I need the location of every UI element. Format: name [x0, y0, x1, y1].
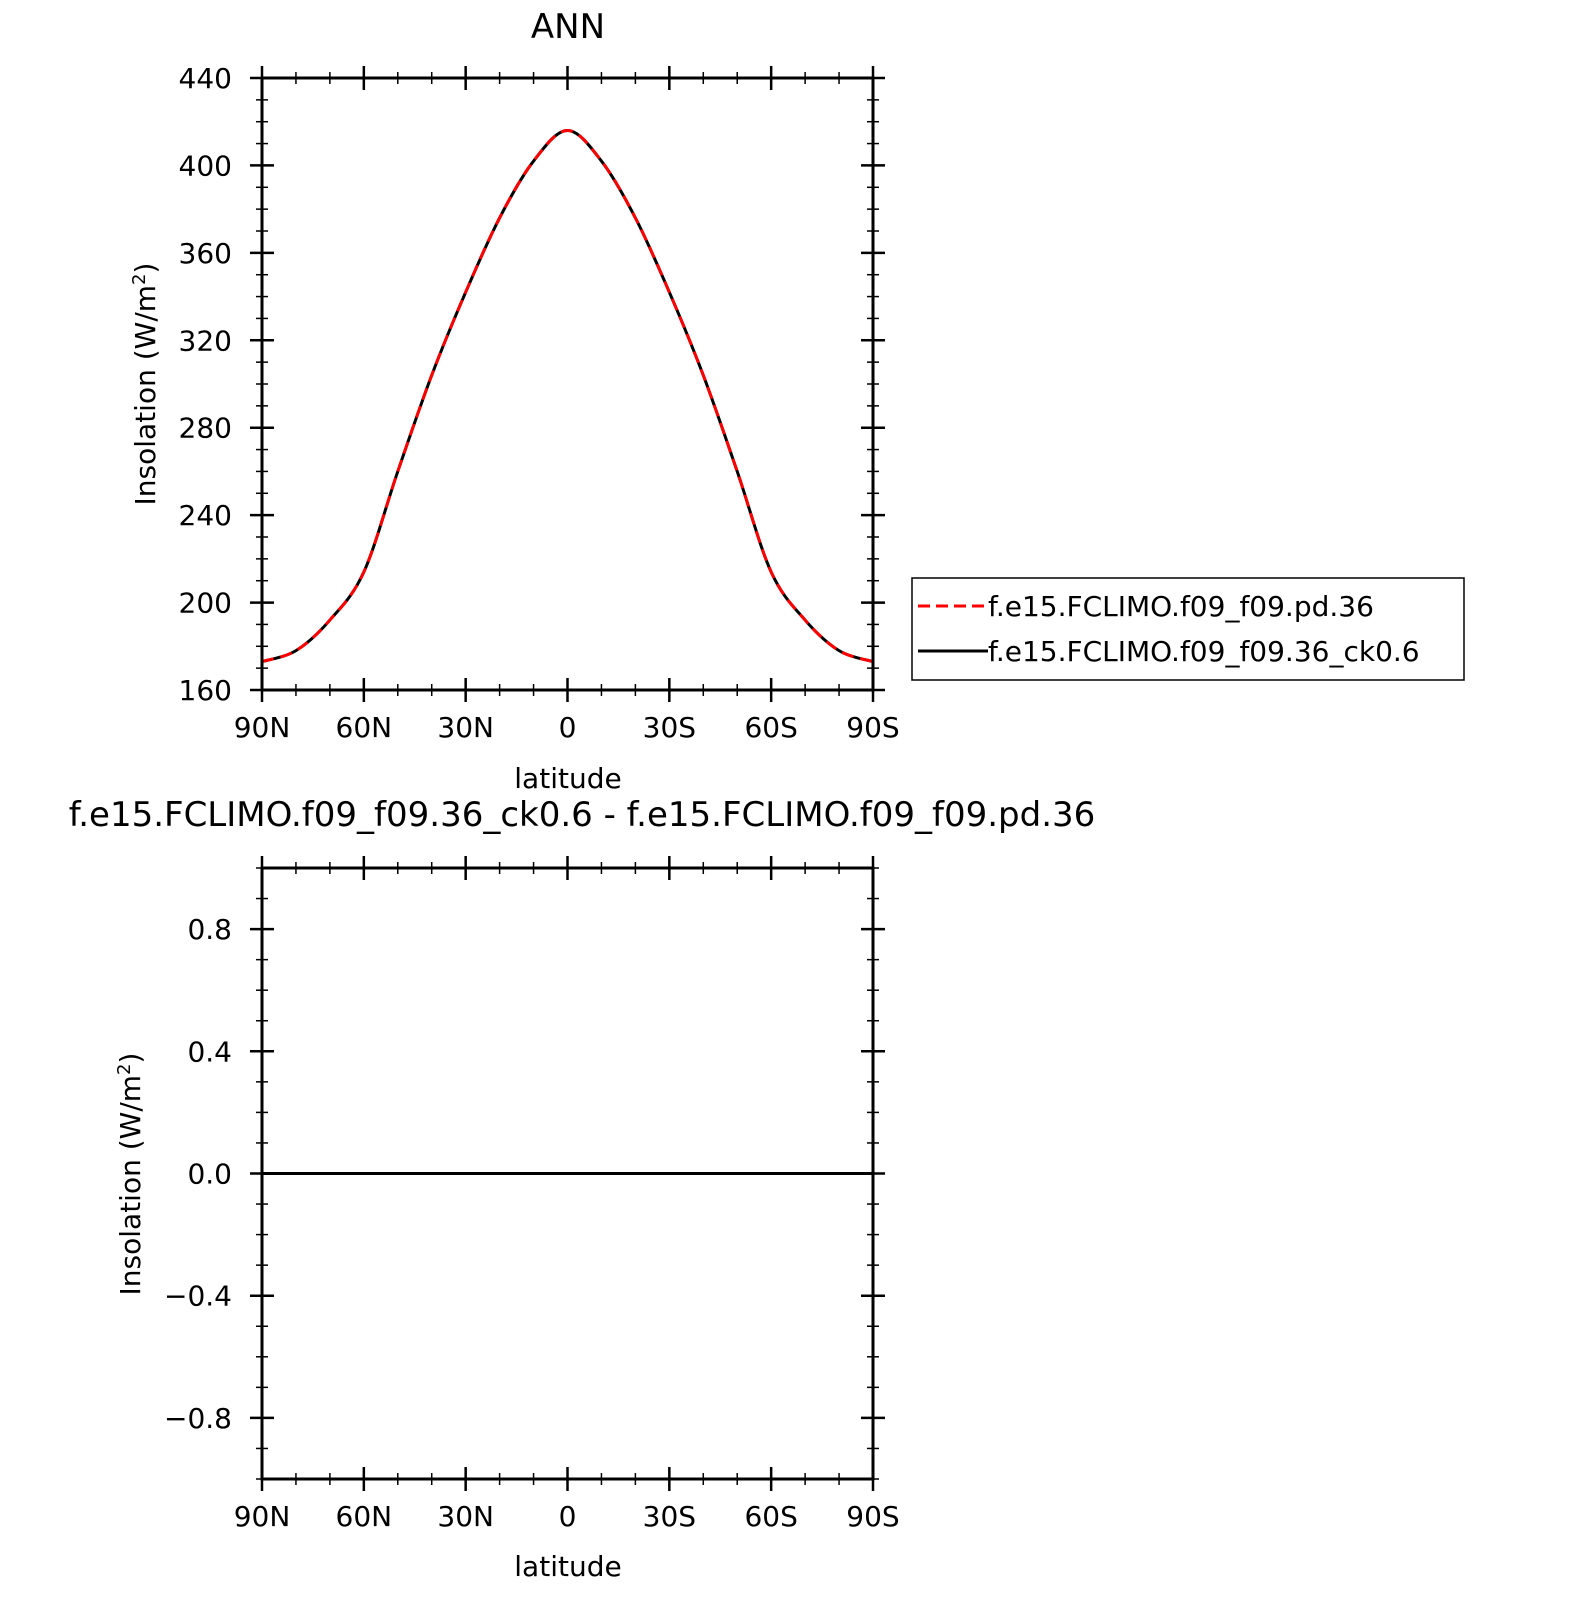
top-x-tick-label: 90S: [846, 711, 899, 744]
bottom-y-tick-label: 0.4: [187, 1035, 232, 1068]
top-panel: ANN 90N 60N 30N 0 30S 60S 90S 160 200 240 280 320 36…: [129, 7, 900, 795]
top-plot-frame: [260, 76, 875, 692]
bottom-y-tick-label: −0.4: [164, 1280, 232, 1313]
top-x-tick-label: 60N: [336, 711, 393, 744]
top-y-tick-label: 360: [179, 237, 232, 270]
bottom-x-axis-title: latitude: [514, 1550, 621, 1583]
top-x-tick-label: 30S: [643, 711, 696, 744]
legend: f.e15.FCLIMO.f09_f09.pd.36 f.e15.FCLIMO.…: [911, 577, 1465, 681]
top-y-tick-label: 200: [179, 587, 232, 620]
bottom-x-tick-label: 90S: [846, 1500, 899, 1533]
top-series-group: [261, 128, 874, 664]
bottom-y-axis-title: Insolation (W/m2): [114, 1053, 148, 1296]
bottom-y-tick-label: 0.8: [187, 913, 232, 946]
bottom-axes: 90N 60N 30N 0 30S 60S 90S −0.8 −0.4 0.0 0.4 0.8: [164, 856, 900, 1533]
bottom-x-tick-label: 30N: [437, 1500, 494, 1533]
top-x-tick-label: 90N: [234, 711, 291, 744]
bottom-x-tick-label: 60S: [744, 1500, 797, 1533]
bottom-panel: f.e15.FCLIMO.f09_f09.36_ck0.6 - f.e15.FC…: [69, 795, 1096, 1583]
bottom-x-tick-label: 60N: [336, 1500, 393, 1533]
top-x-axis-title: latitude: [514, 762, 621, 795]
top-y-tick-label: 240: [179, 499, 232, 532]
bottom-y-tick-label: −0.8: [164, 1402, 232, 1435]
top-axes: 90N 60N 30N 0 30S 60S 90S 160 200 240 280 320 360 400…: [179, 62, 900, 744]
legend-label: f.e15.FCLIMO.f09_f09.36_ck0.6: [988, 635, 1420, 668]
legend-label: f.e15.FCLIMO.f09_f09.pd.36: [988, 590, 1374, 623]
top-y-tick-label: 320: [179, 324, 232, 357]
top-x-tick-label: 0: [559, 711, 577, 744]
top-series-line-solid: [261, 128, 874, 664]
top-x-tick-label: 60S: [744, 711, 797, 744]
top-panel-title: ANN: [531, 7, 605, 47]
top-y-axis-title: Insolation (W/m2): [129, 263, 163, 506]
top-y-tick-label: 400: [179, 149, 232, 182]
bottom-x-tick-label: 0: [559, 1500, 577, 1533]
top-y-tick-label: 280: [179, 412, 232, 445]
top-series-line-dashed: [261, 128, 874, 664]
legend-box: [911, 577, 1465, 681]
bottom-x-tick-label: 90N: [234, 1500, 291, 1533]
bottom-y-tick-label: 0.0: [187, 1158, 232, 1191]
top-y-tick-label: 160: [179, 674, 232, 707]
top-x-tick-label: 30N: [437, 711, 494, 744]
bottom-x-tick-label: 30S: [643, 1500, 696, 1533]
bottom-panel-title: f.e15.FCLIMO.f09_f09.36_ck0.6 - f.e15.FC…: [69, 795, 1096, 835]
bottom-plot-frame: [260, 866, 875, 1481]
top-y-tick-label: 440: [179, 62, 232, 95]
